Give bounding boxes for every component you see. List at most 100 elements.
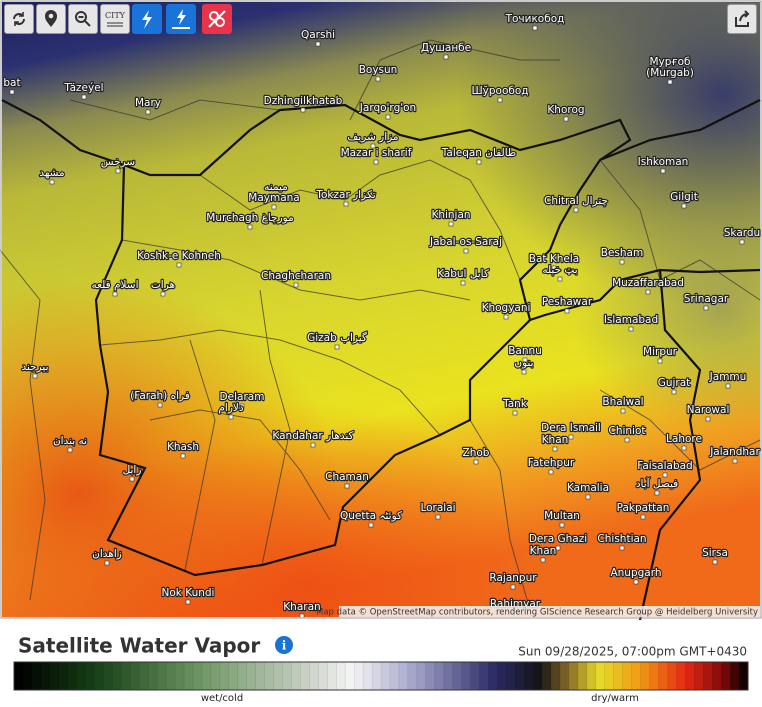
lightning-button[interactable] (132, 4, 162, 34)
place-dot (273, 193, 279, 199)
color-swatch (595, 661, 606, 691)
place-dot (551, 265, 557, 271)
color-swatch (720, 661, 731, 691)
color-swatch (702, 661, 713, 691)
place-label: میمنه (264, 181, 288, 193)
place-label: Bat Khela (529, 253, 579, 265)
place-label: Gujrat (658, 377, 691, 389)
zoom-button[interactable] (68, 4, 98, 34)
color-swatch (676, 661, 686, 691)
storm-icon (208, 10, 226, 28)
place-label: (Murgab) (646, 67, 694, 79)
place-label: Jammu (709, 371, 747, 383)
place-label: Душанбе (421, 42, 471, 54)
place-dot (300, 107, 306, 113)
info-icon[interactable] (275, 636, 293, 654)
place-dot (473, 459, 479, 465)
place-dot (645, 289, 651, 295)
place-label: Besham (601, 247, 643, 259)
location-button[interactable] (36, 4, 66, 34)
place-label: Murchagh مورچاغ (206, 212, 293, 224)
color-swatch (380, 661, 391, 691)
place-label: Chishtian (597, 533, 646, 545)
place-label: Kamalia (567, 482, 609, 494)
place-label: Narowal (687, 404, 730, 416)
place-dot (628, 326, 634, 332)
place-dot (344, 483, 350, 489)
color-swatch (506, 661, 516, 691)
city-text: CITY (105, 11, 126, 20)
color-swatch (577, 661, 588, 691)
place-dot (157, 402, 163, 408)
color-swatch (201, 661, 212, 691)
place-label: Ishkoman (638, 156, 689, 168)
color-swatch (434, 661, 445, 691)
color-swatch (22, 661, 33, 691)
color-swatch (139, 661, 149, 691)
pin-icon (45, 10, 57, 27)
place-dot (564, 308, 570, 314)
color-swatch (94, 661, 105, 691)
share-button[interactable] (727, 4, 757, 34)
color-swatch (85, 661, 96, 691)
place-dot (32, 373, 38, 379)
place-label: مزار شریف (347, 131, 398, 143)
color-swatch (112, 661, 122, 691)
place-dot (448, 221, 454, 227)
ground-strike-button[interactable] (166, 4, 196, 34)
color-swatch (622, 661, 633, 691)
map-frame (0, 0, 762, 619)
place-label: Nok Kundi (162, 587, 215, 599)
color-swatch (425, 661, 436, 691)
place-label: Skardu (724, 227, 760, 239)
place-label: Koshk-e Kohneh (137, 250, 221, 262)
color-swatch (694, 661, 704, 691)
zoom-icon (75, 11, 91, 27)
place-label: زابل (123, 464, 142, 476)
color-swatch (121, 661, 131, 691)
place-label: هرات (151, 279, 175, 291)
color-swatch (273, 661, 284, 691)
place-dot (247, 224, 253, 230)
city-button[interactable]: CITY (100, 4, 130, 34)
place-dot (548, 469, 554, 475)
place-label: Jalandhar (709, 446, 760, 458)
color-swatch (586, 661, 597, 691)
place-dot (115, 168, 121, 174)
place-dot (557, 276, 563, 282)
storm-button[interactable] (202, 4, 232, 34)
place-dot (739, 239, 745, 245)
place-dot (385, 114, 391, 120)
color-swatch (604, 661, 615, 691)
cold-region (2, 2, 760, 617)
color-swatch (371, 661, 382, 691)
color-swatch (282, 661, 293, 691)
legend: Satellite Water Vapor i Sun 09/28/2025, … (13, 634, 749, 704)
place-label: Zhob (463, 447, 490, 459)
color-swatch (183, 661, 194, 691)
place-label: Peshawar (542, 296, 593, 308)
place-dot (310, 442, 316, 448)
place-label: مشهد (39, 167, 64, 179)
place-dot (460, 280, 466, 286)
place-dot (112, 291, 118, 297)
color-swatch (165, 661, 176, 691)
place-label: Muzaffarabad (612, 277, 684, 289)
place-dot (563, 116, 569, 122)
place-label: bat (3, 77, 20, 89)
place-dot (662, 472, 668, 478)
color-swatch (40, 661, 51, 691)
refresh-button[interactable] (4, 4, 34, 34)
color-swatch (246, 661, 257, 691)
color-swatch (631, 661, 642, 691)
place-dot (573, 207, 579, 213)
place-dot (435, 514, 441, 520)
place-dot (228, 414, 234, 420)
color-swatch (318, 661, 328, 691)
place-label: Khash (167, 441, 199, 453)
place-dot (703, 305, 709, 311)
color-swatch (479, 661, 489, 691)
place-label: Chiniot (608, 425, 645, 437)
info-glyph: i (282, 639, 287, 653)
place-dot (585, 494, 591, 500)
